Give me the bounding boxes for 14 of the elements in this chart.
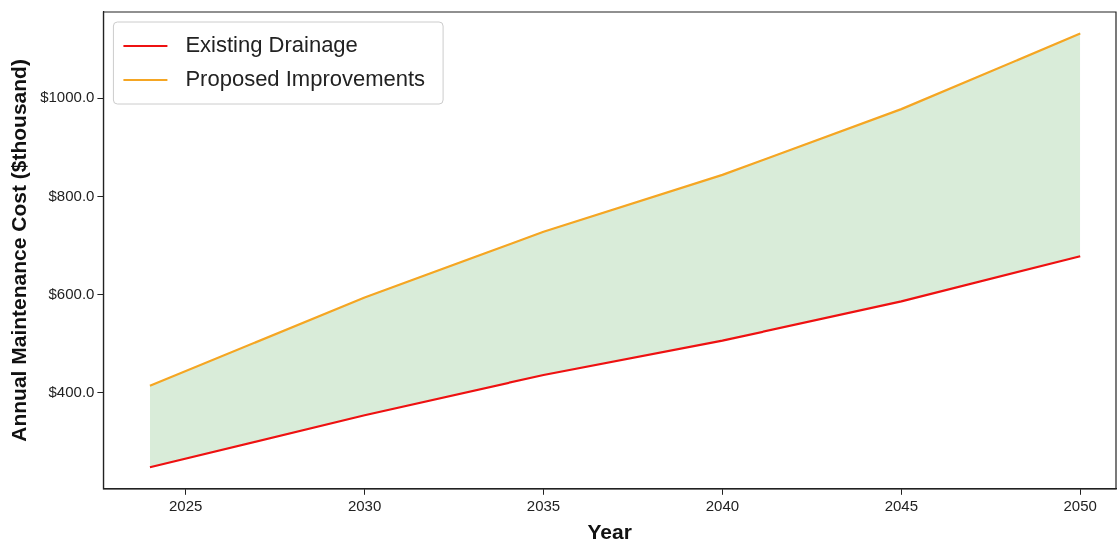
x-tick-label: 2030 bbox=[347, 496, 382, 514]
legend-label: Existing Drainage bbox=[185, 32, 358, 58]
x-tick-label: 2025 bbox=[169, 496, 203, 514]
y-axis-title: Annual Maintenance Cost ($thousand) bbox=[7, 59, 31, 442]
y-tick-label: $400.0 bbox=[48, 382, 95, 400]
x-tick-label: 2040 bbox=[705, 496, 740, 514]
y-tick-label: $600.0 bbox=[48, 284, 95, 302]
x-tick-label: 2050 bbox=[1063, 496, 1097, 514]
legend-label: Proposed Improvements bbox=[185, 66, 426, 92]
x-tick-label: 2035 bbox=[526, 496, 561, 514]
y-tick-label: $800.0 bbox=[48, 186, 95, 204]
x-tick-label: 2045 bbox=[884, 496, 919, 514]
x-axis-title: Year bbox=[587, 520, 632, 544]
y-tick-label: $1000.0 bbox=[40, 88, 95, 106]
